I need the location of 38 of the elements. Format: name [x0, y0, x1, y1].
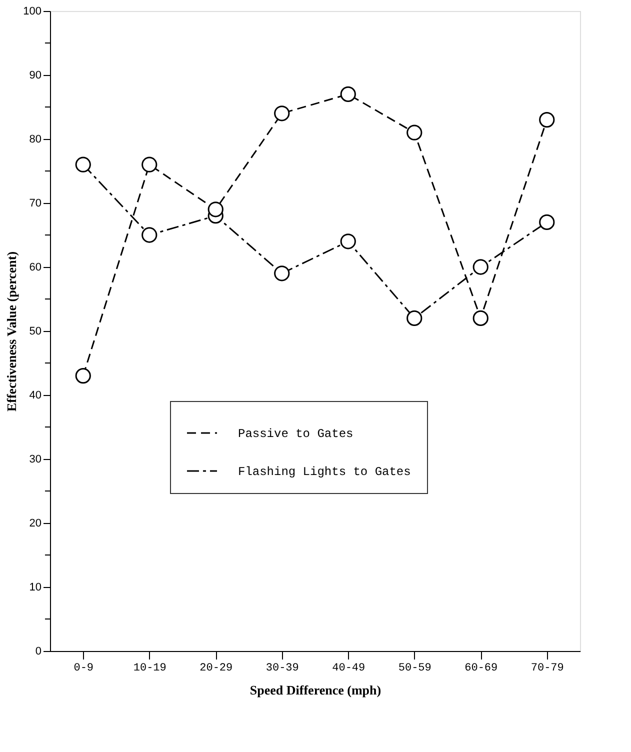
point: [472, 259, 488, 275]
x-tick-label: 20-29: [200, 662, 233, 674]
y-tick-label: 100: [23, 6, 42, 18]
point: [340, 86, 356, 102]
point: [539, 112, 555, 128]
y-tick-label: 80: [29, 134, 42, 146]
x-axis-title: Speed Difference (mph): [250, 682, 382, 698]
point: [274, 106, 290, 122]
x-tick-label: 70-79: [530, 662, 564, 674]
point: [142, 156, 158, 172]
x-tick-label: 60-69: [464, 662, 498, 674]
point: [274, 266, 290, 282]
point: [340, 234, 356, 250]
y-tick-label: 20: [29, 518, 42, 530]
y-tick-label: 50: [29, 326, 42, 338]
point: [75, 156, 91, 172]
x-tick-label: 10-19: [133, 662, 166, 674]
y-tick-label: 70: [29, 198, 42, 210]
point: [472, 310, 488, 326]
point: [406, 310, 422, 326]
x-tick-label: 50-59: [398, 662, 432, 674]
y-tick-label: 60: [29, 262, 42, 274]
legend-label: Flashing Lights to Gates: [238, 465, 411, 479]
point: [208, 202, 224, 218]
y-tick-label: 40: [29, 390, 42, 402]
legend-label: Passive to Gates: [238, 427, 354, 441]
point: [406, 124, 422, 140]
point: [142, 227, 158, 243]
y-tick-label: 0: [35, 646, 42, 658]
x-tick-label: 40-49: [332, 662, 366, 674]
y-axis-title: Effectiveness Value (percent): [4, 251, 20, 412]
x-tick-label: 0-9: [74, 662, 94, 674]
y-tick-label: 10: [29, 582, 42, 594]
x-tick-label: 30-39: [266, 662, 299, 674]
y-tick-label: 90: [29, 70, 42, 82]
point: [75, 368, 91, 384]
point: [539, 214, 555, 230]
y-tick-label: 30: [29, 454, 42, 466]
